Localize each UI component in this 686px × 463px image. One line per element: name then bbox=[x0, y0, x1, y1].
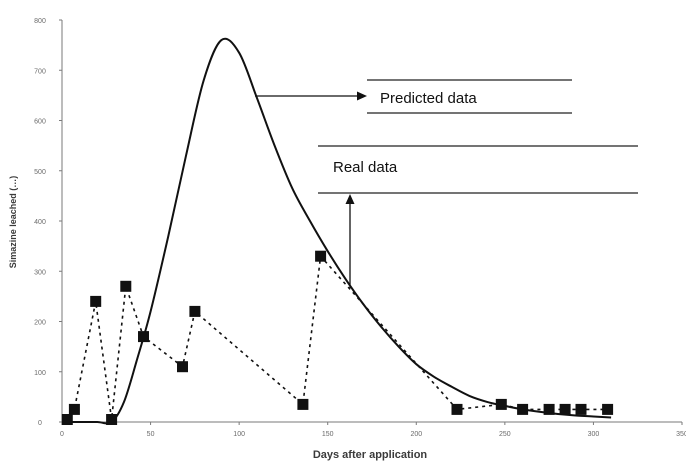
y-axis-title: Simazine leached (…) bbox=[8, 176, 18, 269]
tick-labels: 0 50 100 150 200 250 300 350 0 100 200 300 400 500 600… bbox=[34, 18, 686, 438]
y-tick-label: 100 bbox=[34, 370, 46, 377]
real-data-point bbox=[68, 403, 80, 415]
y-tick-label: 800 bbox=[34, 18, 46, 25]
real-data-point bbox=[120, 280, 132, 292]
y-tick-label: 0 bbox=[38, 420, 42, 427]
real-data-point bbox=[517, 403, 529, 415]
real-data-point bbox=[297, 398, 309, 410]
y-tick-label: 400 bbox=[34, 219, 46, 226]
real-data-point bbox=[138, 331, 149, 343]
real-data-point bbox=[90, 295, 102, 307]
x-tick-label: 150 bbox=[322, 431, 334, 438]
real-data-label: Real data bbox=[333, 159, 398, 176]
predicted-arrow-head bbox=[357, 91, 367, 101]
x-tick-label: 350 bbox=[676, 431, 686, 438]
y-tick-label: 700 bbox=[34, 68, 46, 75]
real-arrow-head bbox=[345, 194, 355, 204]
real-data-point bbox=[177, 361, 188, 373]
x-tick-label: 50 bbox=[147, 431, 155, 438]
y-tick-label: 200 bbox=[34, 320, 46, 327]
y-tick-label: 600 bbox=[34, 119, 46, 126]
real-data-point bbox=[559, 403, 571, 415]
real-data-point bbox=[543, 403, 555, 415]
x-tick-label: 300 bbox=[588, 431, 600, 438]
x-axis-title: Days after application bbox=[313, 449, 428, 461]
real-data-markers bbox=[61, 250, 614, 425]
y-tick-label: 500 bbox=[34, 169, 46, 176]
real-data-point bbox=[602, 403, 614, 415]
real-data-point bbox=[315, 250, 327, 262]
predicted-data-label: Predicted data bbox=[380, 90, 477, 107]
x-tick-label: 250 bbox=[499, 431, 511, 438]
x-tick-label: 200 bbox=[410, 431, 422, 438]
real-data-point bbox=[495, 398, 507, 410]
predicted-data-line bbox=[61, 37, 612, 425]
axes bbox=[59, 19, 683, 425]
x-tick-label: 0 bbox=[60, 431, 64, 438]
real-data-point bbox=[451, 403, 463, 415]
real-data-point bbox=[575, 403, 587, 415]
x-tick-label: 100 bbox=[233, 431, 245, 438]
real-data-point bbox=[189, 305, 201, 317]
y-tick-label: 300 bbox=[34, 269, 46, 276]
real-data-point bbox=[61, 414, 73, 425]
annotations: Predicted data Real data bbox=[255, 79, 638, 288]
real-data-point bbox=[106, 414, 118, 425]
